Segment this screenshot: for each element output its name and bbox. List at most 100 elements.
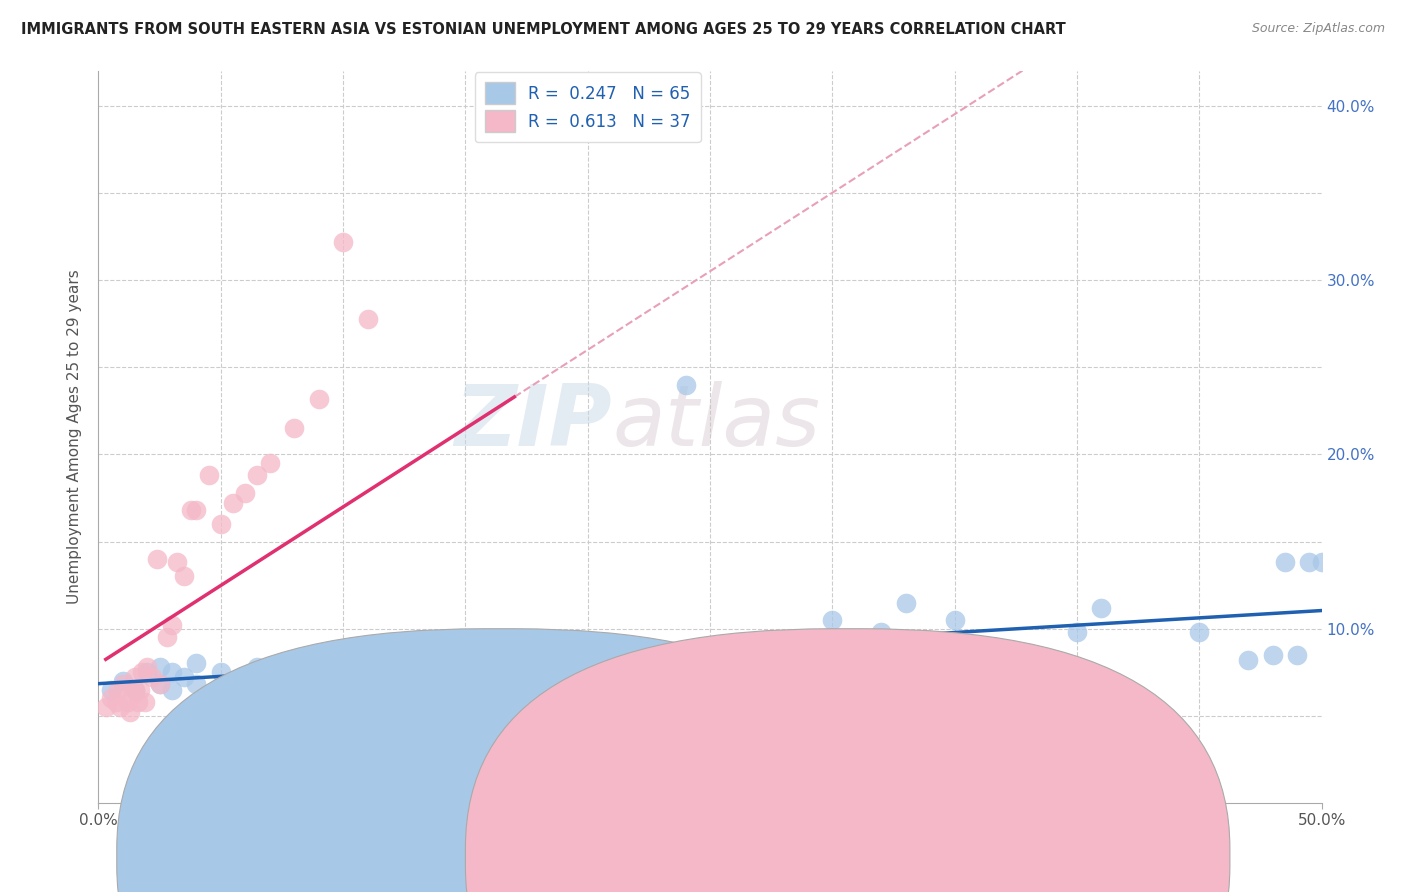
Point — [149, 677, 172, 691]
Point — [186, 677, 208, 691]
Point — [1188, 625, 1211, 640]
Point — [308, 670, 330, 684]
Point — [797, 686, 820, 700]
Point — [1298, 556, 1320, 570]
Point — [1274, 556, 1296, 570]
Point — [259, 665, 281, 680]
Point — [100, 682, 122, 697]
Point — [527, 648, 550, 662]
Point — [111, 673, 134, 688]
Point — [1090, 600, 1112, 615]
Point — [209, 665, 232, 680]
Point — [308, 392, 330, 406]
Point — [381, 668, 404, 682]
Point — [222, 673, 245, 688]
Point — [392, 653, 416, 667]
Point — [259, 682, 281, 697]
Point — [270, 673, 294, 688]
Point — [553, 660, 575, 674]
Point — [186, 657, 208, 671]
Text: IMMIGRANTS FROM SOUTH EASTERN ASIA VS ESTONIAN UNEMPLOYMENT AMONG AGES 25 TO 29 : IMMIGRANTS FROM SOUTH EASTERN ASIA VS ES… — [21, 22, 1066, 37]
Point — [283, 668, 305, 682]
Text: ZIP: ZIP — [454, 381, 612, 464]
Point — [723, 635, 745, 649]
Point — [233, 485, 256, 500]
FancyBboxPatch shape — [465, 629, 1230, 892]
Point — [246, 660, 269, 674]
Point — [1066, 625, 1088, 640]
Point — [160, 618, 183, 632]
Point — [870, 625, 893, 640]
Point — [124, 682, 146, 697]
Point — [124, 682, 146, 697]
Point — [430, 653, 453, 667]
Text: Source: ZipAtlas.com: Source: ZipAtlas.com — [1251, 22, 1385, 36]
Point — [94, 700, 117, 714]
Point — [332, 677, 354, 691]
Point — [699, 642, 721, 657]
Point — [626, 648, 648, 662]
Point — [209, 517, 232, 532]
Point — [173, 569, 195, 583]
Point — [295, 677, 318, 691]
Point — [136, 665, 159, 680]
Point — [356, 311, 378, 326]
Point — [136, 660, 159, 674]
Point — [894, 595, 917, 609]
Point — [246, 677, 269, 691]
Point — [121, 688, 143, 702]
Y-axis label: Unemployment Among Ages 25 to 29 years: Unemployment Among Ages 25 to 29 years — [67, 269, 83, 605]
Point — [100, 691, 122, 706]
Point — [233, 668, 256, 682]
Point — [129, 682, 152, 697]
Point — [173, 670, 195, 684]
Point — [233, 688, 256, 702]
Point — [180, 503, 202, 517]
Point — [1139, 723, 1161, 737]
Point — [454, 648, 477, 662]
Point — [332, 660, 354, 674]
Point — [332, 235, 354, 249]
Point — [146, 552, 169, 566]
Point — [104, 695, 127, 709]
Point — [120, 705, 142, 719]
Legend: R =  0.247   N = 65, R =  0.613   N = 37: R = 0.247 N = 65, R = 0.613 N = 37 — [475, 72, 700, 142]
Point — [160, 682, 183, 697]
Point — [222, 496, 245, 510]
Point — [134, 695, 156, 709]
Point — [1261, 648, 1284, 662]
Point — [1310, 556, 1333, 570]
Point — [111, 677, 134, 691]
Point — [259, 456, 281, 470]
Point — [943, 613, 966, 627]
Point — [166, 556, 188, 570]
Point — [246, 468, 269, 483]
Point — [748, 642, 770, 657]
Point — [117, 695, 139, 709]
Point — [1286, 648, 1309, 662]
Point — [967, 642, 990, 657]
Point — [197, 468, 219, 483]
Point — [503, 705, 526, 719]
Point — [1237, 653, 1260, 667]
Point — [430, 717, 453, 731]
Point — [149, 660, 172, 674]
Point — [308, 653, 330, 667]
Point — [186, 503, 208, 517]
Point — [283, 686, 305, 700]
Text: Estonians: Estonians — [869, 850, 943, 865]
Point — [821, 613, 844, 627]
Point — [110, 700, 132, 714]
Point — [209, 682, 232, 697]
Point — [107, 682, 129, 697]
Point — [127, 695, 149, 709]
Text: atlas: atlas — [612, 381, 820, 464]
Point — [478, 657, 501, 671]
Point — [405, 660, 427, 674]
Text: Immigrants from South Eastern Asia: Immigrants from South Eastern Asia — [520, 850, 797, 865]
Point — [576, 642, 599, 657]
Point — [124, 670, 146, 684]
Point — [503, 653, 526, 667]
Point — [141, 670, 163, 684]
Point — [149, 677, 172, 691]
